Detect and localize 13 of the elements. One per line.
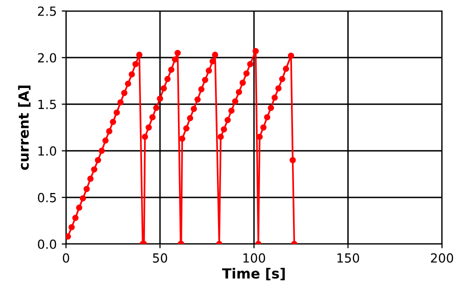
- x-tick-label: 100: [243, 253, 266, 263]
- y-tick-label: 1.0: [38, 146, 56, 156]
- x-tick-label: 0: [62, 253, 70, 263]
- x-axis-title: Time [s]: [222, 268, 285, 280]
- x-tick-label: 50: [153, 253, 168, 263]
- y-tick-label: 1.5: [38, 100, 56, 110]
- y-axis-title: current [A]: [18, 86, 30, 170]
- y-tick-label: 0.5: [38, 192, 56, 202]
- x-tick-label: 200: [430, 253, 454, 263]
- y-tick-label: 0.0: [38, 239, 56, 249]
- y-tick-label: 2.5: [38, 6, 56, 16]
- y-tick-label: 2.0: [38, 53, 56, 63]
- x-tick-label: 150: [337, 253, 360, 263]
